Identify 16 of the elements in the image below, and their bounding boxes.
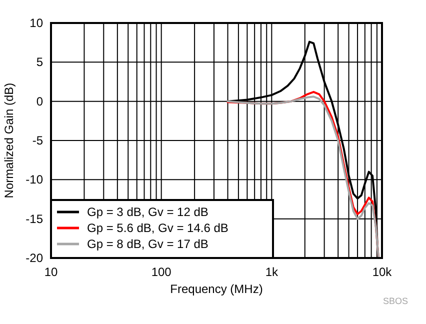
legend-label: Gp = 5.6 dB, Gv = 14.6 dB xyxy=(87,221,228,235)
y-tick-label: 5 xyxy=(36,55,44,70)
x-tick-label: 100 xyxy=(151,265,172,279)
x-tick-label: 10k xyxy=(372,265,393,279)
y-axis-title: Normalized Gain (dB) xyxy=(2,82,16,198)
y-tick-label: 0 xyxy=(36,94,44,108)
y-tick-label: -20 xyxy=(26,251,44,265)
y-tick-label: -10 xyxy=(26,172,44,187)
y-tick-label: -15 xyxy=(26,212,44,226)
legend-label: Gp = 3 dB, Gv = 12 dB xyxy=(87,205,208,219)
x-axis-title: Frequency (MHz) xyxy=(170,282,263,296)
x-tick-label: 1k xyxy=(265,265,279,279)
y-tick-label: -5 xyxy=(32,134,44,148)
text: SBOS xyxy=(382,296,408,306)
y-tick-label: 10 xyxy=(30,16,44,30)
legend-label: Gp = 8 dB, Gv = 17 dB xyxy=(87,237,208,251)
